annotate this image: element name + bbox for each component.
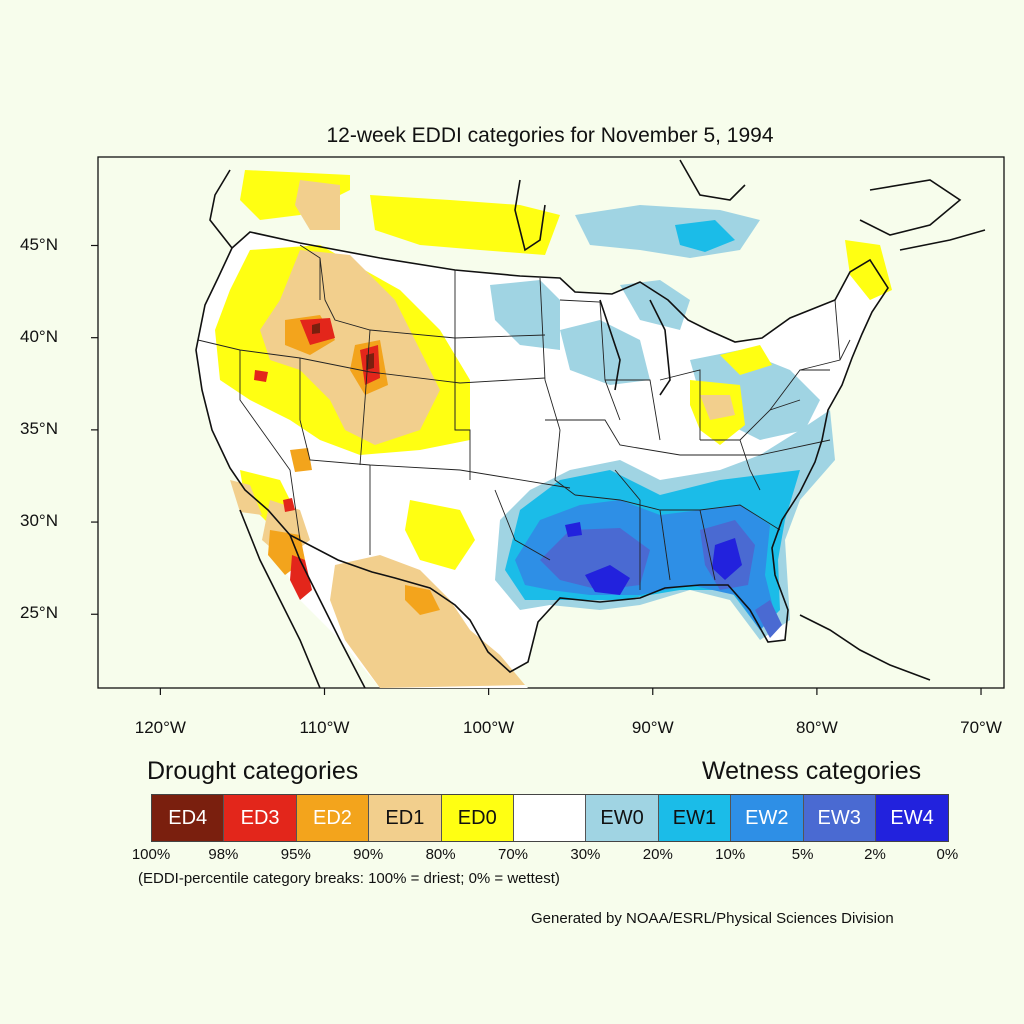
wetness-regions — [490, 205, 835, 640]
legend-ew0: EW0 — [586, 795, 659, 841]
lat-tick-label: 35°N — [20, 418, 58, 438]
lon-tick-label: 80°W — [796, 718, 838, 737]
legend-ew2: EW2 — [731, 795, 804, 841]
legend-colorbar: ED4 ED3 ED2 ED1 ED0 EW0 EW1 EW2 EW3 EW4 — [151, 794, 950, 842]
percent-break-label: 90% — [353, 846, 384, 863]
legend-note: (EDDI-percentile category breaks: 100% =… — [138, 870, 560, 887]
legend-ed3: ED3 — [224, 795, 297, 841]
percent-break-label: 20% — [642, 846, 673, 863]
lon-tick-label: 110°W — [299, 718, 350, 737]
lat-tick-label: 30°N — [20, 511, 58, 531]
legend-ew4: EW4 — [875, 795, 949, 841]
lon-tick-label: 90°W — [631, 718, 674, 737]
legend-normal — [513, 795, 587, 841]
state-boundaries — [197, 244, 851, 590]
percent-break-label: 98% — [208, 846, 239, 863]
percent-break-label: 0% — [936, 846, 959, 863]
lat-tick-label: 40°N — [20, 326, 58, 346]
legend-ed1: ED1 — [369, 795, 442, 841]
drought-heading: Drought categories — [147, 757, 359, 785]
percent-break-label: 100% — [131, 846, 171, 863]
lat-tick-label: 25°N — [20, 603, 58, 623]
legend-ed4: ED4 — [152, 795, 225, 841]
drought-regions — [215, 170, 892, 688]
credit-line: Generated by NOAA/ESRL/Physical Sciences… — [531, 910, 894, 927]
lon-tick-label: 120°W — [134, 718, 186, 737]
percent-break-label: 70% — [497, 846, 529, 863]
lat-tick-label: 45°N — [20, 234, 58, 254]
percent-break-label: 5% — [791, 846, 814, 863]
percent-break-label: 30% — [570, 846, 601, 863]
percent-break-label: 10% — [715, 846, 746, 863]
lon-tick-label: 70°W — [960, 718, 1002, 737]
legend-ed2: ED2 — [296, 795, 370, 841]
legend-ed0: ED0 — [441, 795, 514, 841]
wetness-heading: Wetness categories — [702, 757, 922, 785]
coastlines — [195, 159, 986, 688]
percent-break-label: 2% — [864, 846, 886, 863]
percent-break-label: 80% — [425, 846, 456, 863]
legend-ew3: EW3 — [803, 795, 876, 841]
legend-ew1: EW1 — [658, 795, 732, 841]
map-title: 12-week EDDI categories for November 5, … — [326, 124, 774, 147]
lon-tick-label: 100°W — [463, 718, 515, 737]
percent-break-label: 95% — [280, 846, 311, 863]
